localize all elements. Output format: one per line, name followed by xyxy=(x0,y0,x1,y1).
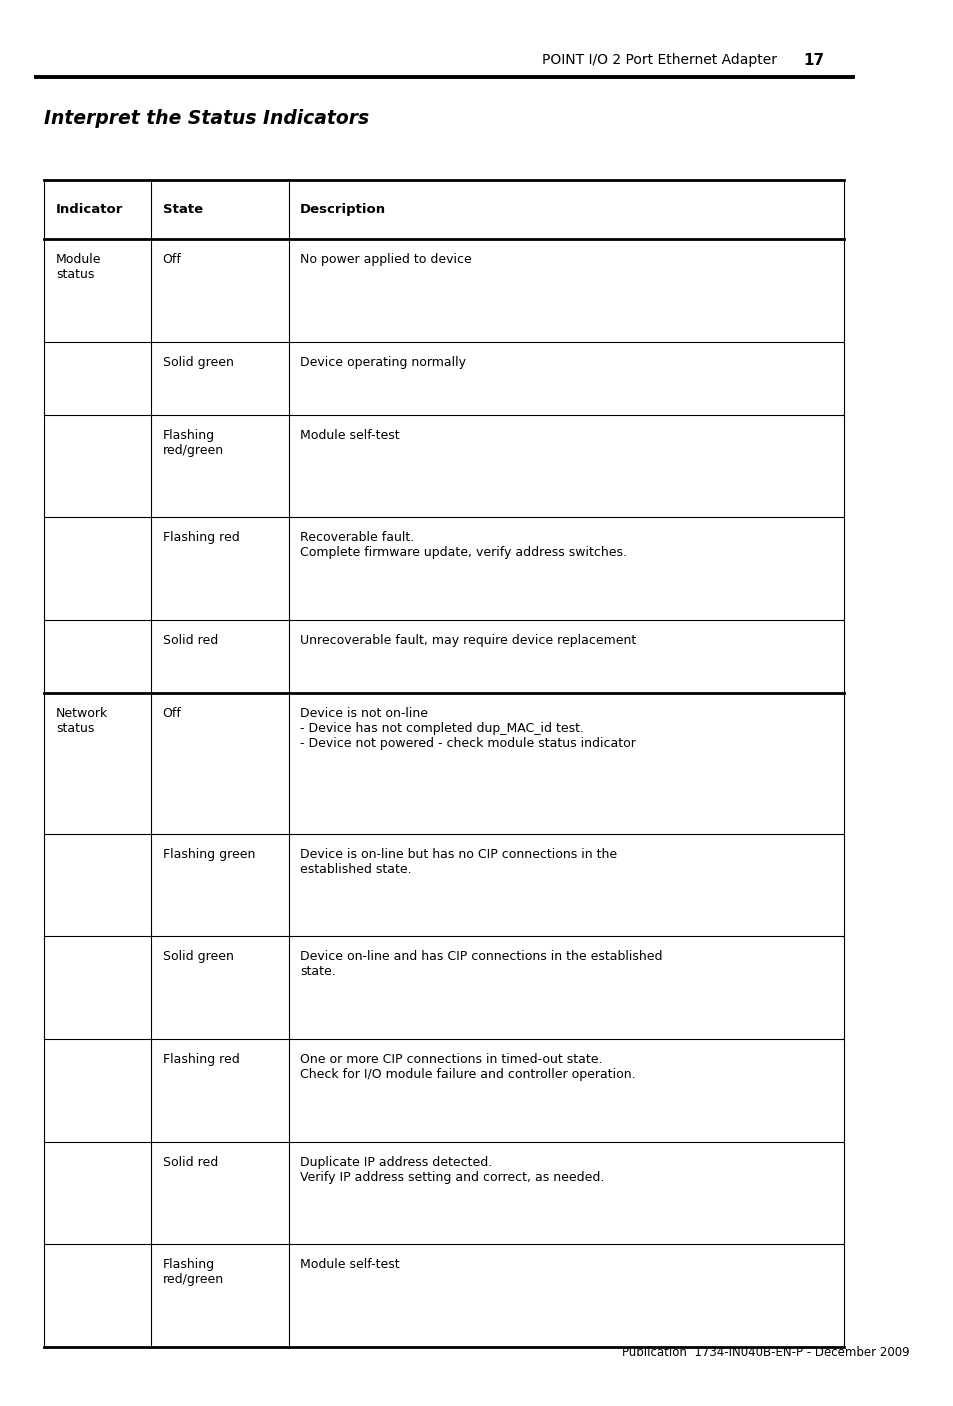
Text: Network
status: Network status xyxy=(56,707,108,735)
Text: Unrecoverable fault, may require device replacement: Unrecoverable fault, may require device … xyxy=(300,634,636,647)
Text: Flashing green: Flashing green xyxy=(162,848,254,860)
Text: Solid red: Solid red xyxy=(162,634,217,647)
Text: State: State xyxy=(162,202,202,217)
Text: Flashing
red/green: Flashing red/green xyxy=(162,429,223,457)
Text: Flashing red: Flashing red xyxy=(162,1053,239,1066)
Text: Indicator: Indicator xyxy=(56,202,123,217)
Text: Module self-test: Module self-test xyxy=(300,1258,399,1271)
Text: Device operating normally: Device operating normally xyxy=(300,356,466,368)
Text: Publication  1734-IN040B-EN-P - December 2009: Publication 1734-IN040B-EN-P - December … xyxy=(621,1346,908,1360)
Text: Interpret the Status Indicators: Interpret the Status Indicators xyxy=(45,108,369,128)
Text: Flashing red: Flashing red xyxy=(162,531,239,544)
Text: Module self-test: Module self-test xyxy=(300,429,399,441)
Text: One or more CIP connections in timed-out state.
Check for I/O module failure and: One or more CIP connections in timed-out… xyxy=(300,1053,635,1081)
Text: Device is on-line but has no CIP connections in the
established state.: Device is on-line but has no CIP connect… xyxy=(300,848,617,876)
Text: Solid green: Solid green xyxy=(162,356,233,368)
Text: Off: Off xyxy=(162,707,181,720)
Text: Flashing
red/green: Flashing red/green xyxy=(162,1258,223,1286)
Text: 17: 17 xyxy=(803,53,824,67)
Text: POINT I/O 2 Port Ethernet Adapter: POINT I/O 2 Port Ethernet Adapter xyxy=(541,53,777,67)
Text: Module
status: Module status xyxy=(56,253,101,281)
Text: Duplicate IP address detected.
Verify IP address setting and correct, as needed.: Duplicate IP address detected. Verify IP… xyxy=(300,1156,604,1184)
Text: Description: Description xyxy=(300,202,386,217)
Text: Solid green: Solid green xyxy=(162,950,233,963)
Text: Device on-line and has CIP connections in the established
state.: Device on-line and has CIP connections i… xyxy=(300,950,662,979)
Text: Device is not on-line
- Device has not completed dup_MAC_id test.
- Device not p: Device is not on-line - Device has not c… xyxy=(300,707,636,751)
Text: Off: Off xyxy=(162,253,181,266)
Text: No power applied to device: No power applied to device xyxy=(300,253,472,266)
Text: Solid red: Solid red xyxy=(162,1156,217,1168)
Text: Recoverable fault.
Complete firmware update, verify address switches.: Recoverable fault. Complete firmware upd… xyxy=(300,531,626,560)
